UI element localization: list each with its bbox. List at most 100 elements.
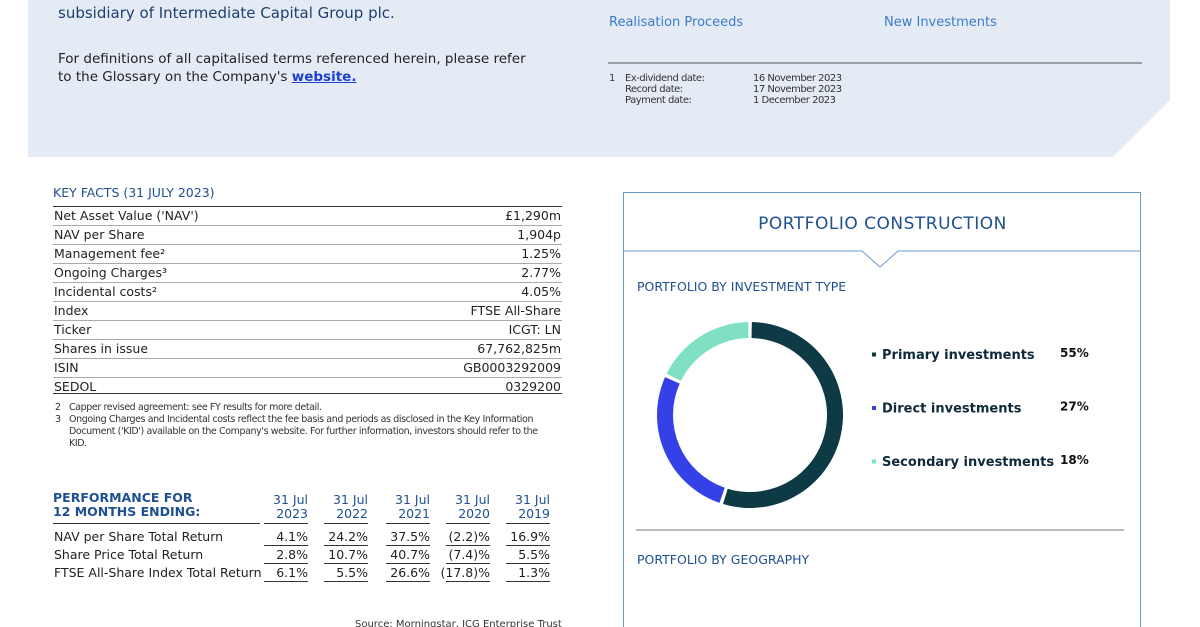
legend-marker	[872, 459, 876, 464]
cell-line	[386, 545, 430, 546]
row-line	[53, 358, 562, 359]
donut-segment	[723, 322, 843, 508]
glossary-note: For definitions of all capitalised terms…	[58, 50, 538, 86]
row-line	[53, 301, 562, 302]
fact-label: SEDOL	[54, 379, 97, 394]
legend-value: 27%	[1060, 400, 1089, 414]
row-label: NAV per Share Total Return	[54, 529, 224, 544]
cell: 40.7%	[390, 547, 430, 562]
fact-label: Ticker	[54, 322, 92, 337]
donut-segment	[666, 322, 749, 381]
header-line	[386, 523, 430, 524]
cell-line	[506, 545, 550, 546]
legend-value: 18%	[1060, 453, 1089, 467]
column-header: 2020	[458, 506, 490, 521]
cell: 5.5%	[336, 565, 368, 580]
header-line	[324, 523, 368, 524]
fact-label: NAV per Share	[54, 227, 145, 242]
cell: 2.8%	[276, 547, 308, 562]
cell-line	[264, 563, 308, 564]
note-marker: 3	[55, 414, 62, 425]
column-header: 2023	[276, 506, 308, 521]
date-label: Ex-dividend date:	[625, 73, 705, 84]
cell: 1.3%	[518, 565, 550, 580]
fact-label: Management fee²	[54, 246, 166, 261]
legend-label: Primary investments	[882, 348, 1035, 363]
cell: (2.2)%	[448, 529, 490, 544]
footnote-marker: 1	[609, 73, 616, 84]
fact-label: Incidental costs²	[54, 284, 157, 299]
cell: 16.9%	[510, 529, 550, 544]
column-header: 31 Jul	[455, 492, 490, 507]
cell: 5.5%	[518, 547, 550, 562]
cell-line	[506, 563, 550, 564]
section-title: PORTFOLIO BY GEOGRAPHY	[637, 552, 810, 567]
cell: 26.6%	[390, 565, 430, 580]
column-header: 31 Jul	[273, 492, 308, 507]
cell: 24.2%	[328, 529, 368, 544]
cell: 37.5%	[390, 529, 430, 544]
column-header: 2022	[336, 506, 368, 521]
cell-line	[446, 581, 490, 582]
fact-value: GB0003292009	[463, 360, 561, 375]
date-value: 16 November 2023	[753, 73, 842, 84]
column-header: 31 Jul	[395, 492, 430, 507]
fact-label: ISIN	[54, 360, 79, 375]
legend-label: Direct investments	[882, 402, 1022, 417]
cell-line	[264, 581, 308, 582]
column-header: 31 Jul	[333, 492, 368, 507]
header-line	[264, 523, 308, 524]
fact-value: 4.05%	[521, 284, 561, 299]
legend-label: Secondary investments	[882, 455, 1054, 470]
cell-line	[386, 563, 430, 564]
source: Source: Morningstar, ICG Enterprise Trus…	[355, 619, 562, 627]
donut-segment	[657, 377, 725, 503]
fact-value: 1.25%	[521, 246, 561, 261]
section-title: PORTFOLIO BY INVESTMENT TYPE	[637, 279, 847, 294]
cell: 10.7%	[328, 547, 368, 562]
cell: (7.4)%	[448, 547, 490, 562]
note-text: Ongoing Charges and Incidental costs ref…	[69, 414, 538, 449]
row-line	[53, 282, 562, 283]
column-header: 2019	[518, 506, 550, 521]
row-line	[53, 339, 562, 340]
cell-line	[446, 545, 490, 546]
row-line	[53, 263, 562, 264]
legend-marker	[872, 352, 876, 357]
cell-line	[324, 545, 368, 546]
row-line	[53, 206, 562, 207]
cell: (17.8)%	[440, 565, 490, 580]
header-line	[506, 523, 550, 524]
row-label: Share Price Total Return	[54, 547, 204, 562]
date-value: 1 December 2023	[753, 95, 836, 106]
website-link[interactable]: website.	[291, 69, 357, 85]
cell: 6.1%	[276, 565, 308, 580]
date-value: 17 November 2023	[753, 84, 842, 95]
cell-line	[264, 545, 308, 546]
cell: 4.1%	[276, 529, 308, 544]
cell-line	[446, 563, 490, 564]
subtitle: subsidiary of Intermediate Capital Group…	[58, 4, 395, 22]
header-line	[53, 523, 260, 524]
fact-label: Index	[54, 303, 89, 318]
row-line	[53, 225, 562, 226]
glossary-text: For definitions of all capitalised terms…	[58, 51, 526, 85]
fact-value: 1,904p	[517, 227, 561, 242]
date-label: Payment date:	[625, 95, 692, 106]
cell-line	[386, 581, 430, 582]
note-marker: 2	[55, 402, 62, 413]
cell-line	[506, 581, 550, 582]
note-text: Capper revised agreement: see FY results…	[69, 402, 322, 413]
fact-value: ICGT: LN	[508, 322, 561, 337]
date-label: Record date:	[625, 84, 683, 95]
fact-label: Ongoing Charges³	[54, 265, 168, 280]
fact-label: Net Asset Value ('NAV')	[54, 208, 199, 223]
header-line	[446, 523, 490, 524]
portfolio-title: PORTFOLIO CONSTRUCTION	[758, 214, 1007, 234]
cell-line	[324, 581, 368, 582]
column-header: 31 Jul	[515, 492, 550, 507]
highlight-label: New Investments	[884, 15, 997, 30]
row-line	[53, 393, 562, 394]
